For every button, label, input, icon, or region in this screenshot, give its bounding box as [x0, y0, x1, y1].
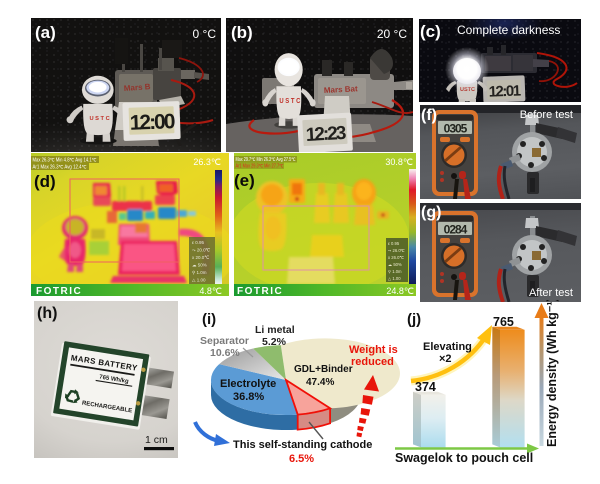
svg-text:GDL+Binder: GDL+Binder — [294, 364, 353, 375]
svg-text:1 cm: 1 cm — [145, 434, 168, 446]
svg-text:Max 26.3℃ Min 4.8℃ Avg 14.1℃: Max 26.3℃ Min 4.8℃ Avg 14.1℃ — [33, 158, 97, 164]
svg-text:Mars Bat: Mars Bat — [324, 84, 359, 95]
svg-text:6.5%: 6.5% — [289, 453, 314, 465]
svg-text:Weight is: Weight is — [349, 344, 398, 356]
svg-text:10.6%: 10.6% — [210, 347, 240, 359]
svg-text:×2: ×2 — [439, 353, 452, 365]
svg-text:reduced: reduced — [351, 356, 394, 368]
svg-text:Swagelok to pouch cell: Swagelok to pouch cell — [395, 451, 533, 465]
svg-text:☁ 50%: ☁ 50% — [192, 263, 207, 268]
svg-text:0284: 0284 — [444, 223, 468, 237]
svg-text:4.8℃: 4.8℃ — [199, 286, 222, 296]
svg-text:(j): (j) — [407, 311, 421, 328]
svg-text:(i): (i) — [202, 311, 216, 328]
svg-text:Mars B: Mars B — [124, 82, 151, 93]
svg-text:x 20.0℃: x 20.0℃ — [192, 255, 210, 260]
svg-text:Elevating: Elevating — [423, 341, 472, 353]
svg-text:12:23: 12:23 — [305, 123, 346, 146]
svg-text:ε 0.95: ε 0.95 — [192, 240, 205, 245]
svg-text:0305: 0305 — [444, 122, 468, 136]
svg-text:Ar1 Max 29.3℃ Min 27.7℃: Ar1 Max 29.3℃ Min 27.7℃ — [236, 164, 284, 170]
svg-text:24.8℃: 24.8℃ — [386, 286, 414, 296]
svg-text:U S T C: U S T C — [89, 116, 109, 122]
svg-text:5.2%: 5.2% — [262, 336, 287, 348]
svg-text:Separator: Separator — [200, 335, 249, 347]
svg-text:765 Wh/kg: 765 Wh/kg — [99, 374, 130, 385]
svg-text:26.3℃: 26.3℃ — [193, 157, 221, 167]
svg-text:⚲ 1.0m: ⚲ 1.0m — [192, 270, 207, 275]
svg-text:x 26.0℃: x 26.0℃ — [388, 255, 404, 260]
svg-text:U S T C: U S T C — [279, 97, 300, 105]
svg-text:374: 374 — [415, 380, 436, 394]
svg-text:12:00: 12:00 — [129, 110, 175, 135]
svg-text:ε 0.95: ε 0.95 — [388, 241, 400, 246]
svg-text:Max 29.7℃ Min 26.3℃ Avg 27.5℃: Max 29.7℃ Min 26.3℃ Avg 27.5℃ — [236, 157, 296, 163]
svg-text:Ar1 Max 26.3℃ Avg 12.4℃: Ar1 Max 26.3℃ Avg 12.4℃ — [33, 165, 87, 171]
svg-text:47.4%: 47.4% — [306, 377, 334, 388]
svg-text:⤳ 26.0℃: ⤳ 26.0℃ — [388, 248, 405, 253]
svg-text:FOTRIC: FOTRIC — [36, 286, 82, 296]
svg-text:765: 765 — [493, 315, 514, 329]
svg-text:☁ 50%: ☁ 50% — [388, 262, 402, 267]
svg-text:⤳ 20.0℃: ⤳ 20.0℃ — [192, 248, 211, 253]
svg-text:Li metal: Li metal — [255, 324, 295, 336]
svg-text:Electrolyte: Electrolyte — [220, 378, 276, 390]
svg-text:△ 1.00: △ 1.00 — [192, 278, 206, 283]
svg-text:FOTRIC: FOTRIC — [237, 286, 283, 296]
svg-text:⚲ 1.0m: ⚲ 1.0m — [388, 269, 402, 274]
svg-text:30.8℃: 30.8℃ — [385, 157, 413, 167]
svg-text:12:01: 12:01 — [488, 82, 521, 100]
svg-text:36.8%: 36.8% — [233, 391, 264, 403]
svg-text:This self-standing cathode: This self-standing cathode — [233, 439, 372, 451]
svg-text:Energy density (Wh kg⁻¹): Energy density (Wh kg⁻¹) — [545, 300, 559, 447]
svg-text:△ 1.00: △ 1.00 — [388, 276, 401, 281]
